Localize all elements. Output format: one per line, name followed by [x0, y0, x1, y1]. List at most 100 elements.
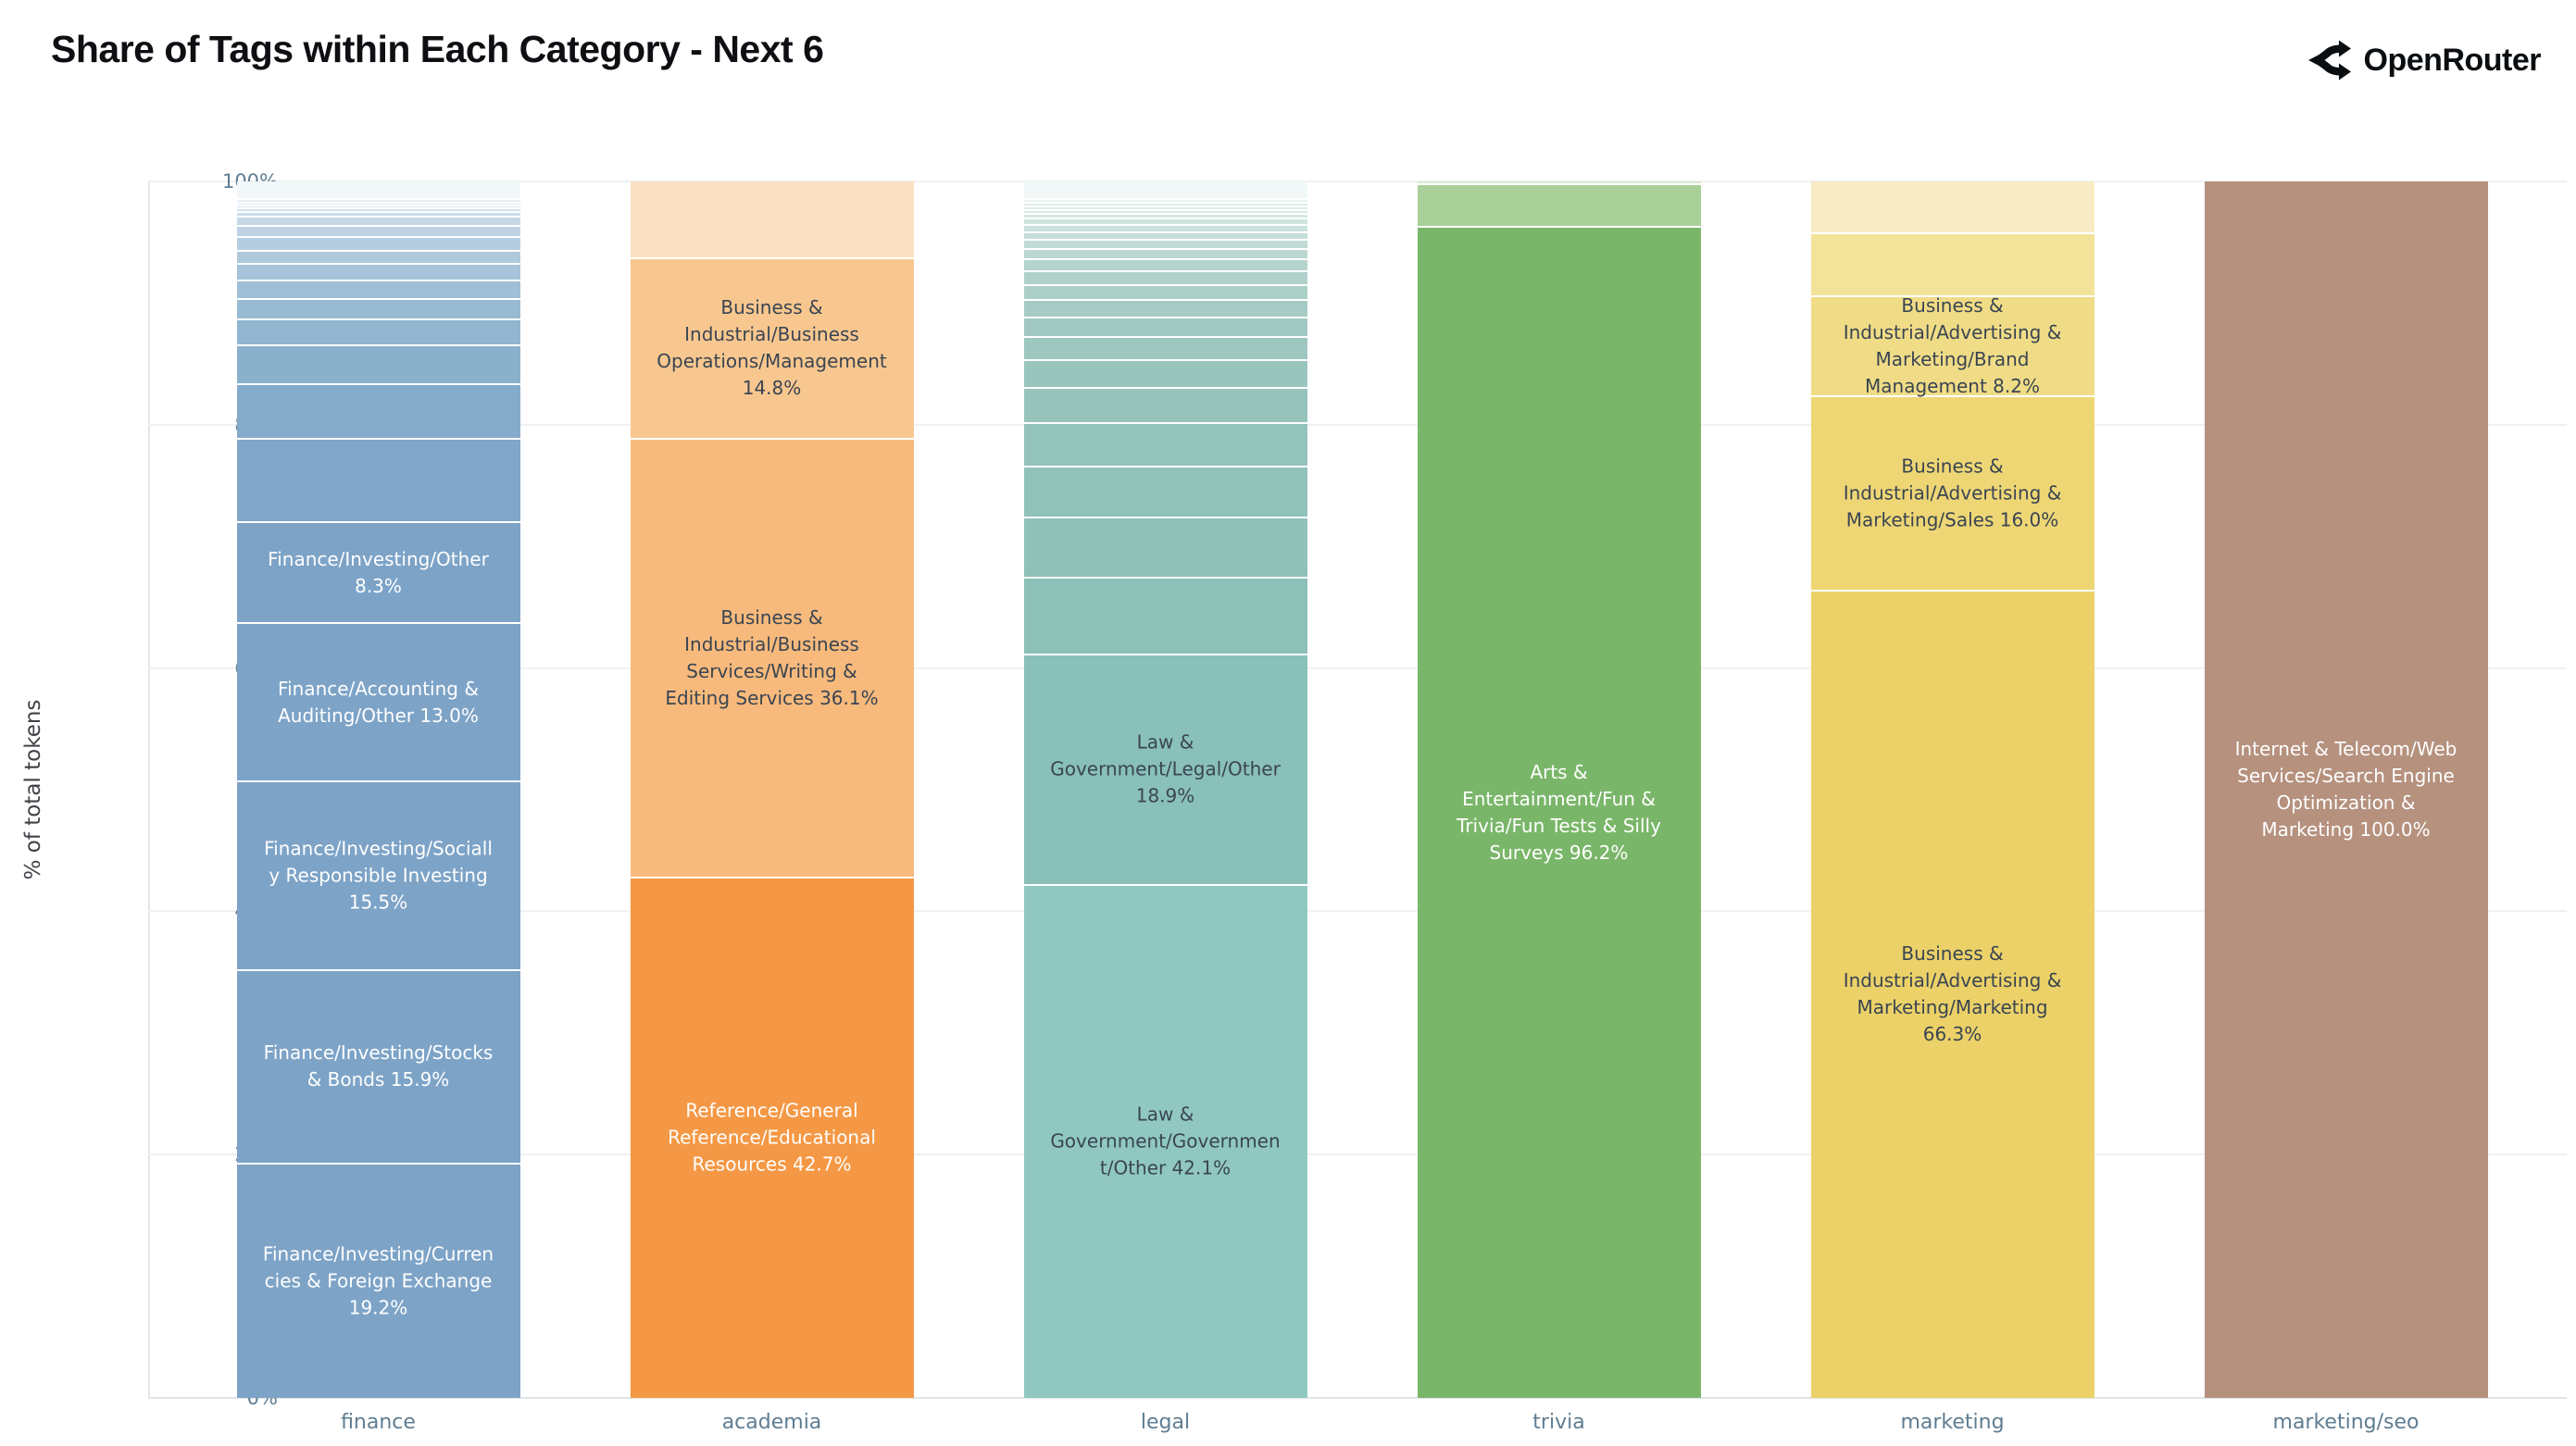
bar-finance-segment-8[interactable]: [236, 238, 520, 252]
bar-slot-legal: Law & Government/Legal/Other 18.9% Law & …: [969, 181, 1362, 1398]
bar-academia-segment-2[interactable]: Business & Industrial/Business Services/…: [630, 439, 914, 879]
segment-label: Finance/Investing/Currencies & Foreign E…: [262, 1242, 494, 1319]
gridline-0: [148, 1397, 2567, 1399]
segment-label: Internet & Telecom/Web Services/Search E…: [2234, 738, 2457, 841]
bar-finance-segment-13[interactable]: [236, 320, 520, 346]
page-title: Share of Tags within Each Category - Nex…: [51, 28, 824, 70]
gridline-20: [148, 1153, 2567, 1156]
bar-slot-finance: Finance/Investing/Other 8.3% Finance/Acco…: [181, 181, 575, 1398]
bar-legal[interactable]: Law & Government/Legal/Other 18.9% Law & …: [1023, 181, 1307, 1398]
bar-slot-trivia: Arts & Entertainment/Fun & Trivia/Fun Te…: [1362, 181, 1756, 1398]
segment-label: Arts & Entertainment/Fun & Trivia/Fun Te…: [1457, 760, 1661, 864]
x-axis-label-finance: finance: [341, 1411, 416, 1434]
segment-label: Business & Industrial/Business Operation…: [657, 296, 887, 400]
bar-legal-segment-5[interactable]: [1023, 215, 1307, 220]
bar-slot-academia: Business & Industrial/Business Operation…: [575, 181, 969, 1398]
segment-label: Business & Industrial/Advertising & Mark…: [1843, 942, 2062, 1046]
bar-finance-segment-15[interactable]: [236, 385, 520, 441]
bar-legal-segment-0[interactable]: [1023, 181, 1307, 200]
gridline-100: [148, 181, 2567, 182]
bar-finance-segment-20[interactable]: Finance/Investing/Stocks & Bonds 15.9%: [236, 970, 520, 1165]
bar-finance-segment-16[interactable]: [236, 440, 520, 524]
bar-legal-segment-19[interactable]: [1023, 424, 1307, 468]
bar-marketing-segment-4[interactable]: Business & Industrial/Advertising & Mark…: [1810, 591, 2095, 1398]
bar-legal-segment-20[interactable]: [1023, 467, 1307, 519]
bar-academia[interactable]: Business & Industrial/Business Operation…: [630, 181, 914, 1398]
bar-legal-segment-7[interactable]: [1023, 225, 1307, 233]
bar-finance-segment-14[interactable]: [236, 345, 520, 386]
bar-finance-segment-6[interactable]: [236, 218, 520, 228]
bar-legal-segment-22[interactable]: [1023, 578, 1307, 656]
bar-finance-segment-11[interactable]: [236, 281, 520, 301]
bar-legal-segment-1[interactable]: [1023, 199, 1307, 204]
bar-legal-segment-17[interactable]: [1023, 360, 1307, 389]
bar-finance-segment-1[interactable]: [236, 199, 520, 204]
segment-label: Law & Government/Government/Other 42.1%: [1050, 1103, 1281, 1179]
bar-finance-segment-7[interactable]: [236, 227, 520, 239]
openrouter-logo: OpenRouter: [2307, 39, 2542, 81]
bar-legal-segment-16[interactable]: [1023, 337, 1307, 361]
gridline-80: [148, 423, 2567, 426]
bar-marketing-segment-3[interactable]: Business & Industrial/Advertising & Mark…: [1810, 396, 2095, 592]
bar-legal-segment-15[interactable]: [1023, 318, 1307, 338]
segment-label: Law & Government/Legal/Other 18.9%: [1050, 730, 1281, 807]
bar-legal-segment-23[interactable]: Law & Government/Legal/Other 18.9%: [1023, 655, 1307, 886]
bar-legal-segment-8[interactable]: [1023, 232, 1307, 242]
bar-finance-segment-18[interactable]: Finance/Accounting & Auditing/Other 13.0…: [236, 624, 520, 782]
bar-legal-segment-4[interactable]: [1023, 210, 1307, 216]
segment-label: Reference/General Reference/Educational …: [668, 1099, 876, 1176]
segment-label: Business & Industrial/Advertising & Mark…: [1843, 455, 2062, 531]
bar-finance-segment-12[interactable]: [236, 300, 520, 321]
x-axis-label-marketing/seo: marketing/seo: [2272, 1411, 2420, 1434]
bar-legal-segment-14[interactable]: [1023, 301, 1307, 318]
x-axis-label-marketing: marketing: [1900, 1411, 2005, 1434]
bar-legal-segment-24[interactable]: Law & Government/Government/Other 42.1%: [1023, 885, 1307, 1398]
segment-label: Business & Industrial/Business Services/…: [665, 605, 879, 709]
bar-finance-segment-2[interactable]: [236, 203, 520, 206]
bar-finance-segment-3[interactable]: [236, 206, 520, 210]
bar-legal-segment-3[interactable]: [1023, 206, 1307, 211]
bar-legal-segment-21[interactable]: [1023, 518, 1307, 579]
bar-academia-segment-0[interactable]: [630, 181, 914, 260]
bar-legal-segment-9[interactable]: [1023, 241, 1307, 251]
x-axis-label-trivia: trivia: [1532, 1411, 1585, 1434]
bar-marketing-segment-0[interactable]: [1810, 181, 2095, 234]
bar-legal-segment-6[interactable]: [1023, 219, 1307, 226]
bar-academia-segment-1[interactable]: Business & Industrial/Business Operation…: [630, 259, 914, 440]
y-axis-title: % of total tokens: [21, 699, 45, 880]
bar-finance-segment-9[interactable]: [236, 251, 520, 265]
bar-legal-segment-13[interactable]: [1023, 285, 1307, 302]
bar-trivia[interactable]: Arts & Entertainment/Fun & Trivia/Fun Te…: [1417, 181, 1701, 1398]
bar-finance-segment-4[interactable]: [236, 209, 520, 214]
bar-marketing[interactable]: Business & Industrial/Advertising & Mark…: [1810, 181, 2095, 1398]
bar-trivia-segment-2[interactable]: Arts & Entertainment/Fun & Trivia/Fun Te…: [1417, 227, 1701, 1398]
bar-trivia-segment-1[interactable]: [1417, 184, 1701, 228]
segment-label: Finance/Investing/Other 8.3%: [268, 547, 489, 597]
bar-legal-segment-11[interactable]: [1023, 260, 1307, 273]
bar-legal-segment-10[interactable]: [1023, 250, 1307, 261]
bar-legal-segment-2[interactable]: [1023, 203, 1307, 207]
bar-finance-segment-17[interactable]: Finance/Investing/Other 8.3%: [236, 523, 520, 625]
bar-finance-segment-0[interactable]: [236, 181, 520, 200]
bar-legal-segment-12[interactable]: [1023, 272, 1307, 286]
bar-finance-segment-5[interactable]: [236, 213, 520, 218]
bar-finance-segment-21[interactable]: Finance/Investing/Currencies & Foreign E…: [236, 1164, 520, 1398]
segment-label: Finance/Investing/Stocks & Bonds 15.9%: [263, 1041, 494, 1091]
bar-finance[interactable]: Finance/Investing/Other 8.3% Finance/Acco…: [236, 181, 520, 1398]
bar-trivia-segment-0[interactable]: [1417, 181, 1701, 185]
bar-finance-segment-19[interactable]: Finance/Investing/Socially Responsible I…: [236, 782, 520, 971]
gridline-60: [148, 667, 2567, 669]
bars: Finance/Investing/Other 8.3% Finance/Acco…: [181, 181, 2543, 1398]
bar-legal-segment-18[interactable]: [1023, 388, 1307, 424]
segment-label: Finance/Accounting & Auditing/Other 13.0…: [278, 677, 479, 727]
bar-finance-segment-10[interactable]: [236, 264, 520, 282]
bar-marketing/seo[interactable]: Internet & Telecom/Web Services/Search E…: [2204, 181, 2488, 1398]
bar-marketing/seo-segment-0[interactable]: Internet & Telecom/Web Services/Search E…: [2204, 181, 2488, 1398]
bar-academia-segment-3[interactable]: Reference/General Reference/Educational …: [630, 878, 914, 1398]
bar-marketing-segment-2[interactable]: Business & Industrial/Advertising & Mark…: [1810, 294, 2095, 397]
openrouter-icon: [2307, 40, 2351, 81]
bar-marketing-segment-1[interactable]: [1810, 233, 2095, 297]
segment-label: Finance/Investing/Socially Responsible I…: [264, 837, 493, 914]
segment-label: Business & Industrial/Advertising & Mark…: [1843, 293, 2062, 397]
